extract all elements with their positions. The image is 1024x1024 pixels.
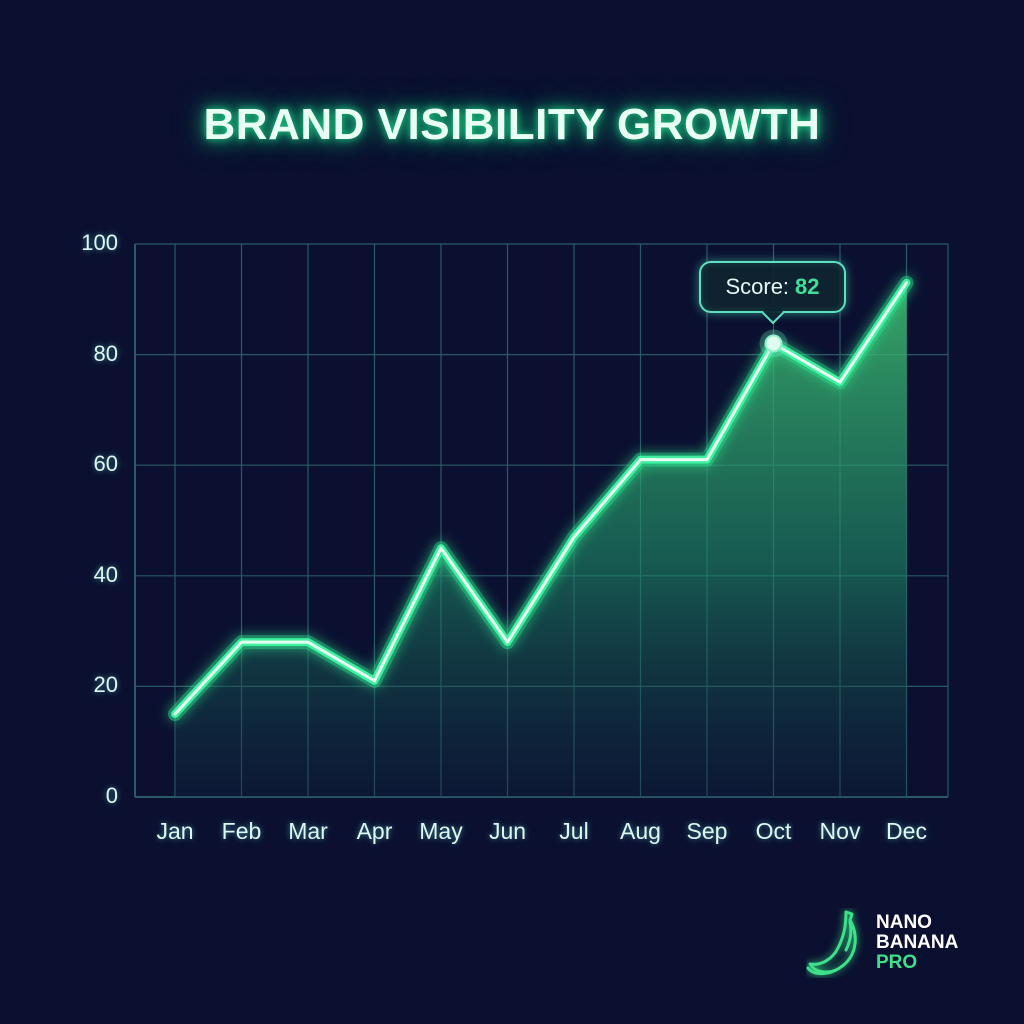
chart-title: BRAND VISIBILITY GROWTH bbox=[203, 100, 821, 149]
x-tick-label: Feb bbox=[221, 818, 262, 844]
x-tick-label: Jun bbox=[488, 818, 527, 844]
x-tick-label: Jan bbox=[156, 818, 194, 844]
x-tick-label: Oct bbox=[755, 818, 792, 844]
banana-icon bbox=[806, 910, 857, 976]
x-tick-label: Sep bbox=[686, 818, 728, 844]
y-tick-label: 40 bbox=[93, 561, 118, 587]
y-tick-label: 60 bbox=[93, 451, 118, 477]
area-fill bbox=[175, 282, 907, 798]
x-tick-label: Mar bbox=[288, 818, 328, 844]
x-tick-label: May bbox=[419, 818, 463, 844]
y-tick-label: 0 bbox=[105, 783, 118, 808]
y-tick-label: 20 bbox=[93, 672, 118, 698]
highlight-point bbox=[764, 334, 783, 353]
data-line-core bbox=[173, 281, 908, 716]
logo-line-2: BANANA bbox=[876, 932, 959, 953]
logo-line-1: NANO bbox=[876, 912, 932, 933]
logo-text: NANO BANANA PRO bbox=[876, 913, 958, 973]
score-tooltip: Score: 82 bbox=[699, 261, 846, 313]
y-tick-label: 100 bbox=[81, 230, 118, 255]
logo-line-3: PRO bbox=[876, 952, 918, 973]
x-tick-label: Apr bbox=[356, 818, 393, 844]
x-tick-label: Jul bbox=[559, 818, 589, 844]
x-tick-label: Aug bbox=[620, 818, 661, 844]
x-tick-label: Nov bbox=[819, 818, 861, 844]
brand-logo: NANO BANANA PRO bbox=[806, 908, 958, 978]
tooltip-value: 82 bbox=[795, 274, 820, 299]
y-tick-label: 80 bbox=[93, 340, 118, 366]
x-tick-label: Dec bbox=[886, 818, 927, 844]
tooltip-label: Score: bbox=[725, 274, 790, 299]
